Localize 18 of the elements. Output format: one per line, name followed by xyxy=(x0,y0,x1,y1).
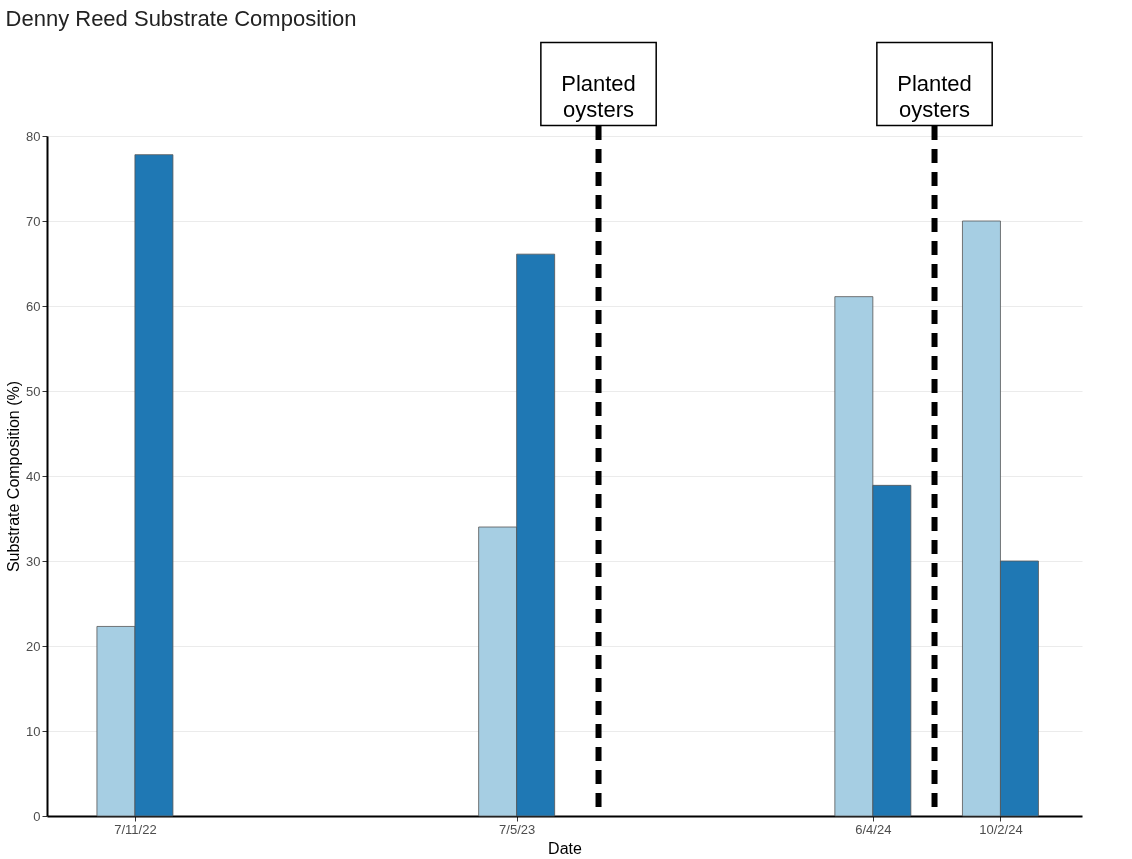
chart-title: Denny Reed Substrate Composition xyxy=(5,6,357,32)
x-tick-label: 10/2/24 xyxy=(979,821,1023,837)
y-tick-label: 30 xyxy=(26,553,41,569)
y-tick-label: 0 xyxy=(33,808,41,824)
y-axis-title: Substrate Composition (%) xyxy=(5,380,23,573)
y-tick-label: 70 xyxy=(26,213,41,229)
x-axis-title: Date xyxy=(548,839,582,857)
y-tick-label: 50 xyxy=(26,383,41,399)
y-tick-label: 60 xyxy=(26,298,41,314)
y-tick-label: 20 xyxy=(26,638,41,654)
x-tick-label: 6/4/24 xyxy=(855,821,892,837)
x-tick-label: 7/11/22 xyxy=(114,821,157,837)
y-tick-label: 40 xyxy=(26,468,41,484)
y-tick-label: 10 xyxy=(26,723,41,739)
ref-line-label: Planted oysters xyxy=(897,71,972,122)
y-tick-label: 80 xyxy=(26,128,41,144)
x-tick-label: 7/5/23 xyxy=(499,821,536,837)
ref-line-label: Planted oysters xyxy=(561,71,636,122)
